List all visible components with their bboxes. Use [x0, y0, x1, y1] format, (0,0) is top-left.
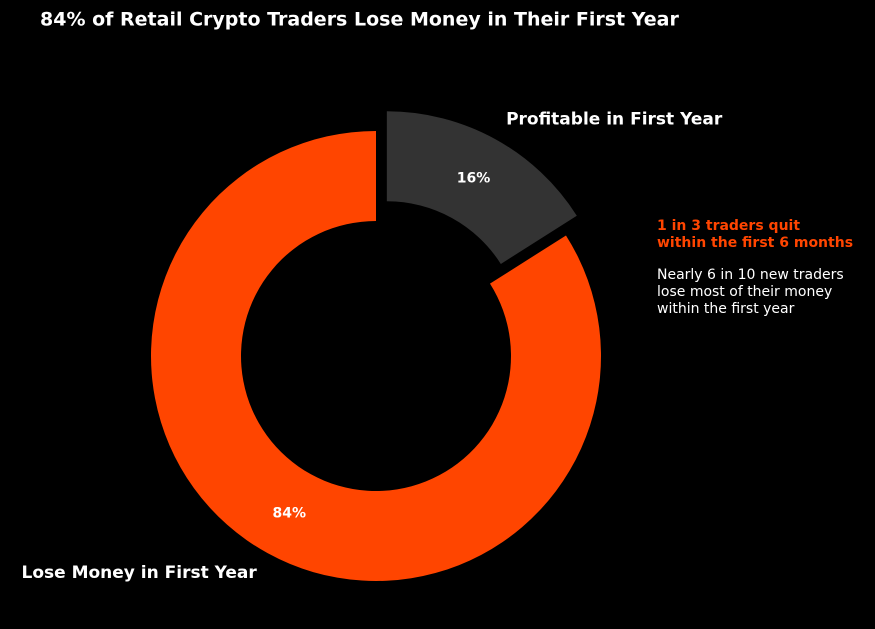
annotation: within the first 6 months	[657, 235, 853, 251]
category-label: Lose Money in First Year	[21, 563, 257, 583]
value-label: 16%	[457, 171, 491, 187]
annotation: 1 in 3 traders quit	[657, 218, 800, 234]
donut-slice	[150, 131, 601, 582]
annotation: within the first year	[657, 301, 795, 317]
donut-slice	[386, 111, 577, 264]
category-label: Profitable in First Year	[506, 109, 723, 129]
annotation: Nearly 6 in 10 new traders	[657, 267, 844, 283]
annotation: lose most of their money	[657, 284, 832, 300]
value-label: 84%	[273, 506, 307, 522]
chart-title: 84% of Retail Crypto Traders Lose Money …	[40, 9, 679, 31]
